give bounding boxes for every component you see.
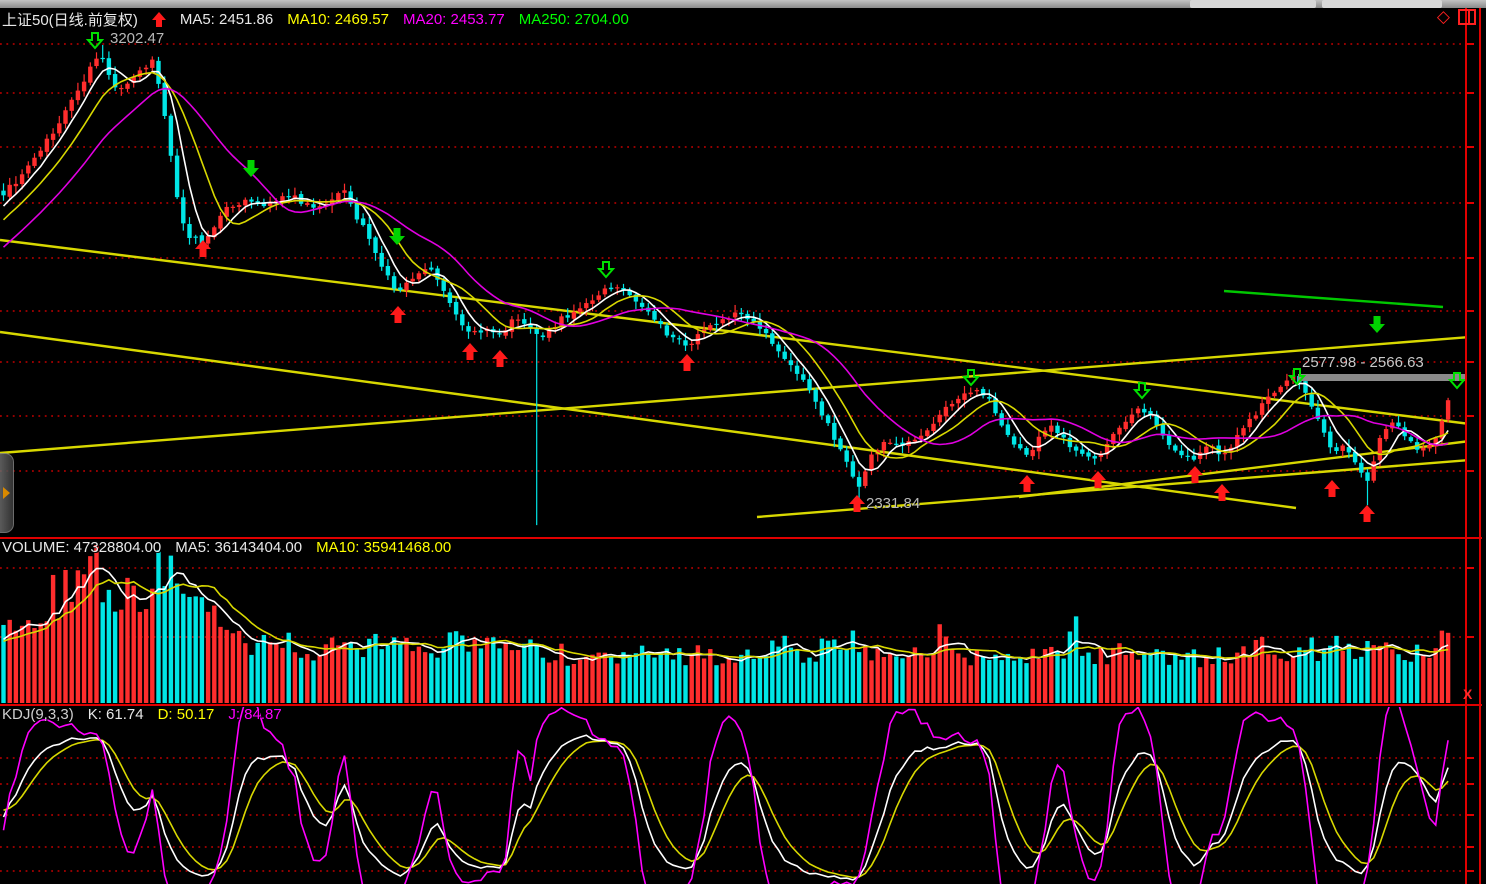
volume-ma5-value: MA5: 36143404.00: [175, 539, 303, 556]
up-arrow-icon: [151, 12, 166, 27]
window-top-edge: [0, 0, 1486, 8]
volume-ma10-value: MA10: 35941468.00: [316, 539, 452, 556]
ma5-value: MA5: 2451.86: [179, 11, 274, 28]
window-edge-segment: [1322, 0, 1442, 8]
kdj-pane-header: KDJ(9,3,3) K: 61.74 D: 50.17 J: 84.87: [2, 706, 282, 723]
ma10-value: MA10: 2469.57: [287, 11, 389, 28]
right-triangle-icon: [3, 487, 10, 499]
sidebar-expand-handle[interactable]: [0, 453, 14, 533]
peak-price-label: 3202.47: [110, 30, 165, 47]
kdj-j-value: J: 84.87: [228, 706, 282, 723]
symbol-title: 上证50(日线.前复权): [2, 12, 138, 29]
kdj-d-value: D: 50.17: [157, 706, 215, 723]
price-range-label: 2577.98 - 2566.63: [1302, 354, 1424, 371]
pane-close-button[interactable]: X: [1463, 686, 1473, 702]
kdj-k-value: K: 61.74: [87, 706, 144, 723]
main-pane-header: 上证50(日线.前复权) MA5: 2451.86 MA10: 2469.57 …: [2, 9, 629, 30]
ma250-value: MA250: 2704.00: [518, 11, 629, 28]
volume-pane-header: VOLUME: 47328804.00 MA5: 36143404.00 MA1…: [2, 539, 451, 556]
ma20-value: MA20: 2453.77: [403, 11, 505, 28]
volume-value: VOLUME: 47328804.00: [2, 539, 162, 556]
diamond-icon[interactable]: ◇: [1436, 7, 1450, 26]
low-price-label: 2331.84: [866, 495, 921, 512]
window-edge-segment: [1190, 0, 1316, 8]
kdj-name: KDJ(9,3,3): [2, 706, 74, 723]
split-window-icon[interactable]: [1458, 8, 1476, 25]
